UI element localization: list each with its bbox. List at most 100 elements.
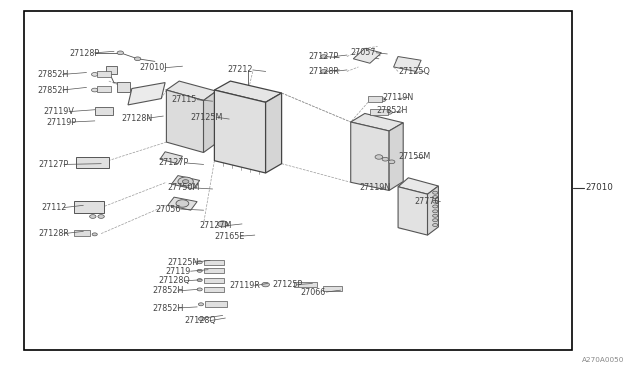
Circle shape: [321, 70, 327, 73]
Circle shape: [198, 303, 204, 306]
Text: 27010: 27010: [586, 183, 614, 192]
Bar: [106, 66, 117, 74]
Text: 27057: 27057: [351, 48, 376, 57]
Bar: [370, 109, 388, 115]
Text: 27125M: 27125M: [191, 113, 223, 122]
Circle shape: [117, 51, 124, 55]
Polygon shape: [394, 57, 421, 71]
Text: 27119: 27119: [165, 267, 191, 276]
Text: 27119N: 27119N: [360, 183, 391, 192]
Text: 27852H: 27852H: [152, 286, 184, 295]
Circle shape: [262, 282, 269, 287]
Polygon shape: [160, 152, 182, 164]
Text: 27066: 27066: [301, 288, 326, 296]
Circle shape: [380, 98, 386, 102]
Circle shape: [178, 177, 193, 186]
Text: 27125Q: 27125Q: [398, 67, 430, 76]
Circle shape: [433, 191, 438, 194]
Text: 27852H: 27852H: [376, 106, 408, 115]
Circle shape: [98, 215, 104, 218]
Text: 27119P: 27119P: [46, 118, 76, 126]
Text: A270A0050: A270A0050: [582, 357, 624, 363]
Circle shape: [375, 155, 383, 159]
Polygon shape: [166, 81, 216, 100]
Polygon shape: [351, 113, 403, 131]
Circle shape: [197, 269, 202, 272]
Bar: [204, 278, 224, 283]
Circle shape: [433, 200, 438, 203]
Bar: [294, 282, 317, 287]
Polygon shape: [428, 186, 438, 235]
Text: 27119V: 27119V: [44, 107, 74, 116]
Text: 27852H: 27852H: [152, 304, 184, 312]
Bar: [204, 260, 224, 265]
Bar: [97, 71, 111, 77]
Text: 27128Q: 27128Q: [184, 316, 216, 325]
Circle shape: [92, 88, 98, 92]
Text: 27212: 27212: [227, 65, 253, 74]
Text: 27128R: 27128R: [308, 67, 339, 76]
Text: 27056: 27056: [155, 205, 180, 214]
Polygon shape: [266, 93, 282, 173]
Text: 27115: 27115: [172, 95, 197, 104]
Circle shape: [92, 233, 97, 236]
Bar: [204, 268, 224, 273]
Circle shape: [433, 214, 438, 217]
Polygon shape: [214, 90, 266, 173]
Circle shape: [182, 180, 189, 183]
Circle shape: [197, 261, 202, 264]
Text: 27127P: 27127P: [159, 158, 189, 167]
Circle shape: [176, 200, 189, 207]
Bar: [205, 301, 227, 307]
Circle shape: [197, 288, 202, 291]
Bar: [74, 230, 90, 236]
Bar: [24, 11, 572, 350]
Circle shape: [433, 205, 438, 208]
Text: 27127P: 27127P: [308, 52, 339, 61]
Circle shape: [321, 55, 327, 58]
Circle shape: [92, 73, 98, 76]
Polygon shape: [168, 197, 197, 210]
Bar: [74, 201, 104, 213]
Bar: [97, 86, 111, 92]
Polygon shape: [389, 123, 403, 190]
Polygon shape: [214, 81, 282, 102]
Bar: [76, 157, 109, 168]
Circle shape: [388, 160, 395, 164]
Circle shape: [197, 279, 202, 282]
Polygon shape: [128, 83, 165, 105]
Circle shape: [433, 219, 438, 222]
Polygon shape: [166, 90, 204, 153]
Text: 27127P: 27127P: [38, 160, 68, 169]
Text: 27125N: 27125N: [168, 258, 199, 267]
Circle shape: [433, 224, 438, 227]
Bar: [95, 107, 113, 115]
Circle shape: [198, 317, 205, 321]
Circle shape: [134, 57, 141, 61]
Text: 27750M: 27750M: [168, 183, 200, 192]
Circle shape: [433, 196, 438, 199]
Polygon shape: [398, 178, 438, 194]
Text: 27128N: 27128N: [122, 114, 153, 123]
Polygon shape: [351, 122, 389, 190]
Text: 27165E: 27165E: [214, 232, 244, 241]
Bar: [204, 287, 224, 292]
Text: 27852H: 27852H: [37, 86, 68, 94]
Text: 27852H: 27852H: [37, 70, 68, 79]
Text: 27112: 27112: [42, 203, 67, 212]
Text: 27125P: 27125P: [272, 280, 302, 289]
Polygon shape: [172, 176, 200, 189]
Text: 27010J: 27010J: [140, 63, 167, 72]
Text: 27128R: 27128R: [38, 229, 69, 238]
Text: 27770: 27770: [415, 197, 440, 206]
Bar: [323, 286, 342, 291]
Text: 27119N: 27119N: [383, 93, 414, 102]
Text: 27128P: 27128P: [69, 49, 99, 58]
Circle shape: [382, 157, 388, 161]
Bar: [117, 82, 130, 92]
Circle shape: [90, 215, 96, 218]
Text: 27119R: 27119R: [229, 281, 260, 290]
Polygon shape: [204, 91, 216, 153]
Text: 27128Q: 27128Q: [159, 276, 191, 285]
Text: 27127M: 27127M: [200, 221, 232, 230]
